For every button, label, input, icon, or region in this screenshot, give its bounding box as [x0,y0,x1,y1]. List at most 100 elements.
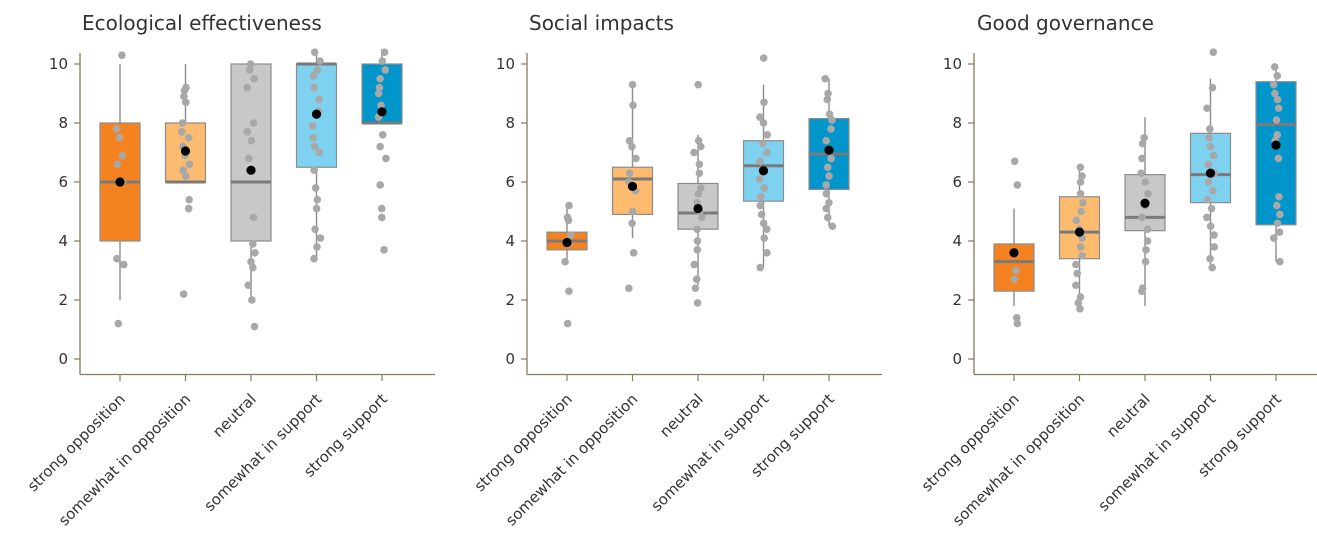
data-point [1205,133,1213,142]
data-point [1270,234,1278,242]
mean-point [562,237,572,248]
data-point [1013,319,1022,328]
y-tick-label: 8 [952,114,962,132]
data-point [756,201,765,210]
data-point [823,163,832,172]
data-point [247,136,256,145]
box-iqr [230,63,272,242]
box-4: somewhat in support [1095,48,1232,515]
data-point [1072,216,1081,225]
data-point [760,184,769,192]
x-category-label: somewhat in opposition [55,390,194,529]
data-point [243,128,251,136]
data-point [1076,163,1085,172]
data-point [628,207,637,216]
box-3: neutral [209,60,272,441]
data-point [1269,80,1278,89]
data-point [1142,246,1150,254]
data-point [1208,83,1217,92]
x-category-label: somewhat in opposition [502,390,641,529]
data-point [1072,281,1080,290]
data-point [179,290,188,298]
x-category-label: neutral [656,390,707,441]
data-point [310,254,318,263]
data-point [246,60,255,68]
data-point [377,204,386,213]
data-point [827,125,835,133]
mean-point [627,181,638,192]
mean-point [1009,248,1019,258]
data-point [1206,222,1215,231]
box-2: somewhat in opposition [949,163,1101,529]
data-point [822,204,830,213]
x-category-label: somewhat in opposition [949,390,1088,529]
data-point [825,198,833,207]
data-point [1204,160,1213,169]
mean-point [824,145,834,155]
box-5: strong support [747,74,850,481]
data-point [247,257,255,266]
data-point [1138,213,1146,222]
data-point [822,136,830,145]
data-point [759,219,768,228]
data-point [119,260,128,269]
data-point [561,257,569,266]
data-point [1276,210,1284,219]
data-point [380,246,388,254]
data-point [760,234,769,242]
data-point [1203,213,1211,222]
mean-point [180,146,191,156]
data-point [693,299,702,307]
y-tick-label: 10 [496,55,515,73]
data-point [759,139,767,148]
y-tick-label: 8 [505,114,515,132]
data-point [1072,260,1080,269]
data-point [1076,293,1085,301]
data-point [245,154,253,163]
data-point [1209,187,1217,195]
data-point [1074,299,1083,307]
data-point [177,128,186,136]
data-point [628,142,636,151]
data-point [690,148,698,157]
data-point [565,201,573,210]
data-point [1140,133,1149,142]
data-point [1141,257,1150,266]
data-point [625,169,634,177]
data-point [1209,48,1218,56]
data-point [563,319,572,328]
data-point [1210,231,1218,239]
data-point [185,195,193,204]
box-1: strong opposition [24,51,141,495]
data-point [822,190,831,198]
data-point [1273,201,1281,210]
data-point [378,131,387,139]
data-point [827,154,835,163]
data-point [1273,219,1282,228]
data-point [693,225,702,233]
mean-point [1205,168,1216,178]
data-point [696,142,705,151]
data-point [380,48,389,56]
data-point [178,119,187,127]
data-point [828,222,837,231]
data-point [763,225,771,233]
data-point [381,66,390,74]
data-point [693,246,702,254]
data-point [1076,243,1085,251]
data-point [311,184,320,192]
data-point [763,131,772,139]
data-point [625,284,633,293]
data-point [311,225,319,233]
data-point [378,57,387,65]
data-point [180,86,189,95]
data-point [759,119,768,127]
box-3: neutral [1103,117,1166,441]
data-point [1076,305,1084,313]
x-category-label: somewhat in support [648,390,773,515]
data-point [756,263,765,272]
y-tick-label: 0 [505,350,515,368]
y-tick-label: 0 [952,350,962,368]
